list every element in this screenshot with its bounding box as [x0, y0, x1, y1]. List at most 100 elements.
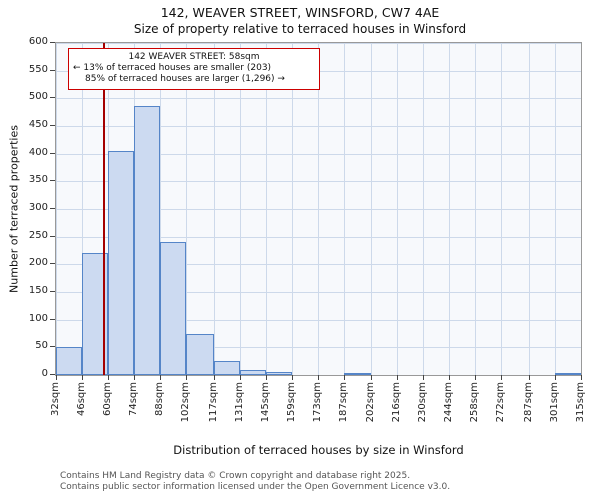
x-tick-label: 216sqm: [391, 382, 403, 423]
x-tick-label: 117sqm: [207, 382, 219, 423]
x-tick-mark: [291, 375, 293, 380]
x-tick-mark: [107, 375, 109, 380]
y-tick-label: 450: [28, 119, 48, 130]
y-tick-label: 600: [28, 36, 48, 47]
histogram-bar: [133, 105, 160, 375]
x-tick-label: 244sqm: [443, 382, 455, 423]
x-gridline: [159, 43, 161, 375]
y-tick-mark: [50, 374, 55, 375]
histogram-bar: [213, 361, 240, 375]
x-tick-mark: [317, 375, 319, 380]
y-tick-label: 300: [28, 202, 48, 213]
x-tick-mark: [449, 375, 451, 380]
y-tick-label: 500: [28, 91, 48, 103]
x-tick-label: 60sqm: [101, 382, 113, 417]
x-tick-mark: [213, 375, 215, 380]
x-tick-label: 187sqm: [337, 382, 349, 423]
y-tick-label: 200: [28, 257, 48, 269]
x-tick-mark: [239, 375, 241, 380]
x-gridline: [371, 43, 373, 375]
histogram-bar: [56, 347, 82, 375]
x-tick-label: 173sqm: [311, 382, 323, 423]
y-tick-mark: [50, 125, 55, 126]
y-tick-label: 0: [41, 368, 48, 379]
histogram-bar: [265, 372, 292, 375]
y-tick-label: 250: [28, 229, 48, 241]
x-gridline: [449, 43, 451, 375]
x-gridline: [265, 43, 267, 375]
y-tick-mark: [50, 263, 55, 265]
chart-title: 142, WEAVER STREET, WINSFORD, CW7 4AE: [160, 5, 440, 20]
y-tick-mark: [50, 346, 55, 348]
x-gridline: [213, 43, 215, 375]
x-tick-mark: [423, 375, 425, 380]
y-tick-mark: [50, 69, 55, 71]
y-tick-label: 550: [28, 63, 48, 75]
x-tick-mark: [159, 375, 161, 380]
x-tick-mark: [265, 375, 267, 380]
x-tick-mark: [501, 375, 503, 380]
y-tick-mark: [50, 97, 55, 99]
x-gridline: [317, 43, 319, 375]
x-tick-mark: [56, 375, 57, 380]
x-tick-mark: [581, 375, 582, 380]
footer-licence-line: Contains public sector information licen…: [60, 482, 451, 492]
y-tick-mark: [50, 180, 55, 182]
x-tick-label: 46sqm: [75, 382, 87, 417]
x-gridline: [56, 43, 57, 375]
property-size-marker-line: [103, 43, 106, 375]
x-gridline: [529, 43, 531, 375]
x-gridline: [581, 43, 582, 375]
annotation-larger-line: 85% of terraced houses are larger (1,296…: [85, 74, 285, 84]
histogram-bar: [107, 150, 134, 375]
x-tick-mark: [371, 375, 373, 380]
x-tick-mark: [397, 375, 399, 380]
annotation-smaller-line: ← 13% of terraced houses are smaller (20…: [73, 63, 272, 73]
x-gridline: [555, 43, 557, 375]
annotation-property-line: 142 WEAVER STREET: 58sqm: [128, 52, 260, 62]
x-tick-label: 145sqm: [259, 382, 271, 423]
x-gridline: [239, 43, 241, 375]
x-tick-mark: [185, 375, 187, 380]
x-gridline: [501, 43, 503, 375]
x-tick-mark: [475, 375, 477, 380]
x-tick-mark: [133, 375, 135, 380]
x-tick-label: 74sqm: [127, 382, 139, 417]
histogram-bar: [555, 373, 581, 375]
x-tick-label: 301sqm: [549, 382, 561, 423]
histogram-bar: [343, 373, 372, 375]
x-tick-mark: [343, 375, 345, 380]
x-axis-title: Distribution of terraced houses by size …: [173, 443, 464, 457]
x-tick-label: 287sqm: [523, 382, 535, 423]
x-gridline: [397, 43, 399, 375]
x-gridline: [185, 43, 187, 375]
x-tick-mark: [555, 375, 557, 380]
y-tick-label: 100: [28, 312, 48, 324]
x-gridline: [475, 43, 477, 375]
x-tick-label: 131sqm: [233, 382, 245, 423]
x-tick-label: 315sqm: [575, 382, 586, 423]
x-tick-label: 272sqm: [495, 382, 507, 423]
plot-area: [55, 42, 582, 376]
x-tick-label: 159sqm: [285, 382, 297, 423]
y-tick-mark: [50, 208, 55, 209]
y-tick-mark: [50, 235, 55, 237]
x-tick-label: 230sqm: [417, 382, 429, 423]
y-tick-mark: [50, 42, 55, 43]
y-tick-label: 400: [28, 146, 48, 158]
x-tick-label: 258sqm: [469, 382, 481, 423]
x-tick-label: 102sqm: [179, 382, 191, 423]
x-tick-mark: [529, 375, 531, 380]
chart-subtitle: Size of property relative to terraced ho…: [133, 22, 467, 36]
y-tick-mark: [50, 152, 55, 154]
histogram-bar: [185, 333, 214, 375]
x-tick-label: 202sqm: [365, 382, 377, 423]
annotation-box: 142 WEAVER STREET: 58sqm ← 13% of terrac…: [68, 48, 320, 90]
y-tick-label: 150: [28, 285, 48, 296]
x-gridline: [343, 43, 345, 375]
footer-copyright-line: Contains HM Land Registry data © Crown c…: [60, 471, 411, 481]
y-tick-mark: [50, 291, 55, 292]
x-gridline: [81, 43, 83, 375]
histogram-bar: [159, 242, 186, 375]
x-tick-mark: [81, 375, 83, 380]
